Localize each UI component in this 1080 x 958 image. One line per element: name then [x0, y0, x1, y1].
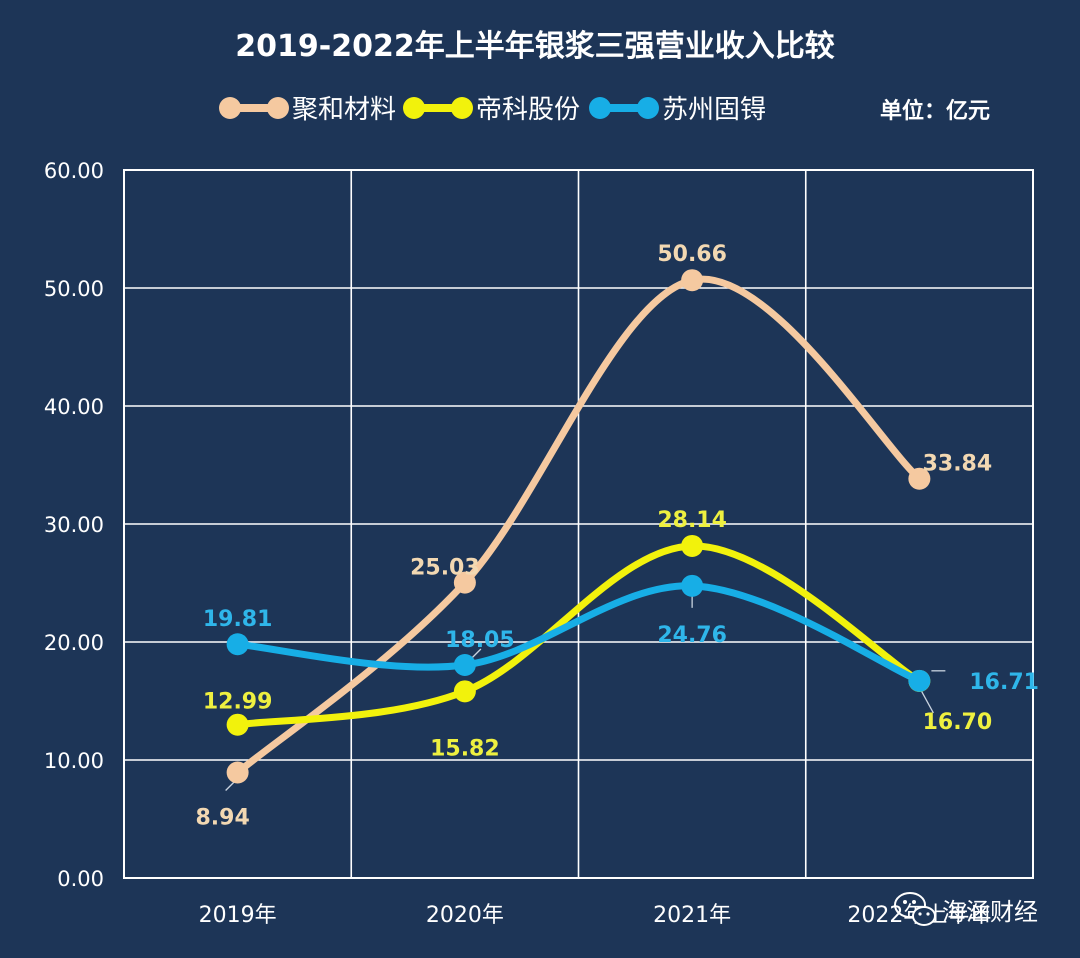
x-tick-label: 2020年 — [426, 903, 504, 928]
data-point — [681, 269, 704, 292]
legend-marker — [403, 97, 425, 119]
data-point — [226, 633, 249, 656]
legend-marker — [589, 97, 611, 119]
data-label: 8.94 — [195, 806, 249, 831]
data-label: 18.05 — [445, 628, 515, 653]
y-tick-label: 20.00 — [44, 631, 104, 655]
x-axis: 2019年2020年2021年2022年上半年 — [199, 903, 992, 928]
y-tick-label: 10.00 — [44, 749, 104, 773]
y-tick-label: 40.00 — [44, 395, 104, 419]
data-labels: 8.94 25.03 50.66 33.84 12.99 15.82 28.14 16.70 1… — [195, 242, 1038, 830]
x-tick-label: 2019年 — [199, 903, 277, 928]
data-point — [453, 654, 476, 677]
y-tick-label: 60.00 — [44, 159, 104, 183]
series-line — [234, 542, 923, 729]
data-label: 16.70 — [923, 710, 993, 735]
legend-entry-label: 帝科股份 — [476, 95, 580, 125]
series-line — [234, 275, 923, 777]
legend-marker — [219, 97, 241, 119]
legend: 聚和材料 帝科股份 苏州固锝 — [219, 95, 766, 125]
x-tick-label: 2021年 — [653, 903, 731, 928]
grid — [123, 169, 1034, 879]
data-label: 16.71 — [969, 670, 1039, 695]
y-tick-label: 0.00 — [57, 867, 104, 891]
data-point — [226, 761, 249, 784]
data-point — [453, 571, 476, 594]
data-label: 15.82 — [430, 736, 500, 761]
y-axis: 0.00 10.00 20.00 30.00 40.00 50.00 60.00 — [44, 159, 104, 891]
data-label: 24.76 — [657, 623, 727, 648]
data-label: 25.03 — [410, 556, 480, 581]
data-point — [226, 713, 249, 736]
data-points — [226, 269, 931, 784]
data-point — [681, 574, 704, 597]
watermark-text: 海涵财经 — [942, 898, 1038, 926]
wechat-icon — [894, 892, 936, 926]
data-label: 19.81 — [203, 607, 273, 632]
data-point — [453, 680, 476, 703]
y-tick-label: 50.00 — [44, 277, 104, 301]
data-point — [681, 534, 704, 557]
data-point — [908, 467, 931, 490]
leader-lines — [225, 595, 946, 791]
legend-entry-label: 聚和材料 — [292, 95, 396, 125]
legend-marker — [451, 97, 473, 119]
legend-marker — [637, 97, 659, 119]
data-point — [908, 669, 931, 692]
y-tick-label: 30.00 — [44, 513, 104, 537]
data-label: 12.99 — [203, 690, 273, 715]
data-label: 33.84 — [923, 452, 993, 477]
data-label: 50.66 — [657, 242, 727, 267]
unit-label: 单位：亿元 — [880, 98, 990, 124]
watermark: 海涵财经 — [894, 892, 1038, 926]
label-leader-line — [920, 690, 934, 714]
series-lines — [234, 275, 923, 777]
data-label: 28.14 — [657, 508, 727, 533]
chart-title: 2019-2022年上半年银浆三强营业收入比较 — [235, 29, 834, 64]
legend-marker — [267, 97, 289, 119]
series-line — [234, 582, 923, 685]
legend-entry-label: 苏州固锝 — [662, 95, 766, 125]
